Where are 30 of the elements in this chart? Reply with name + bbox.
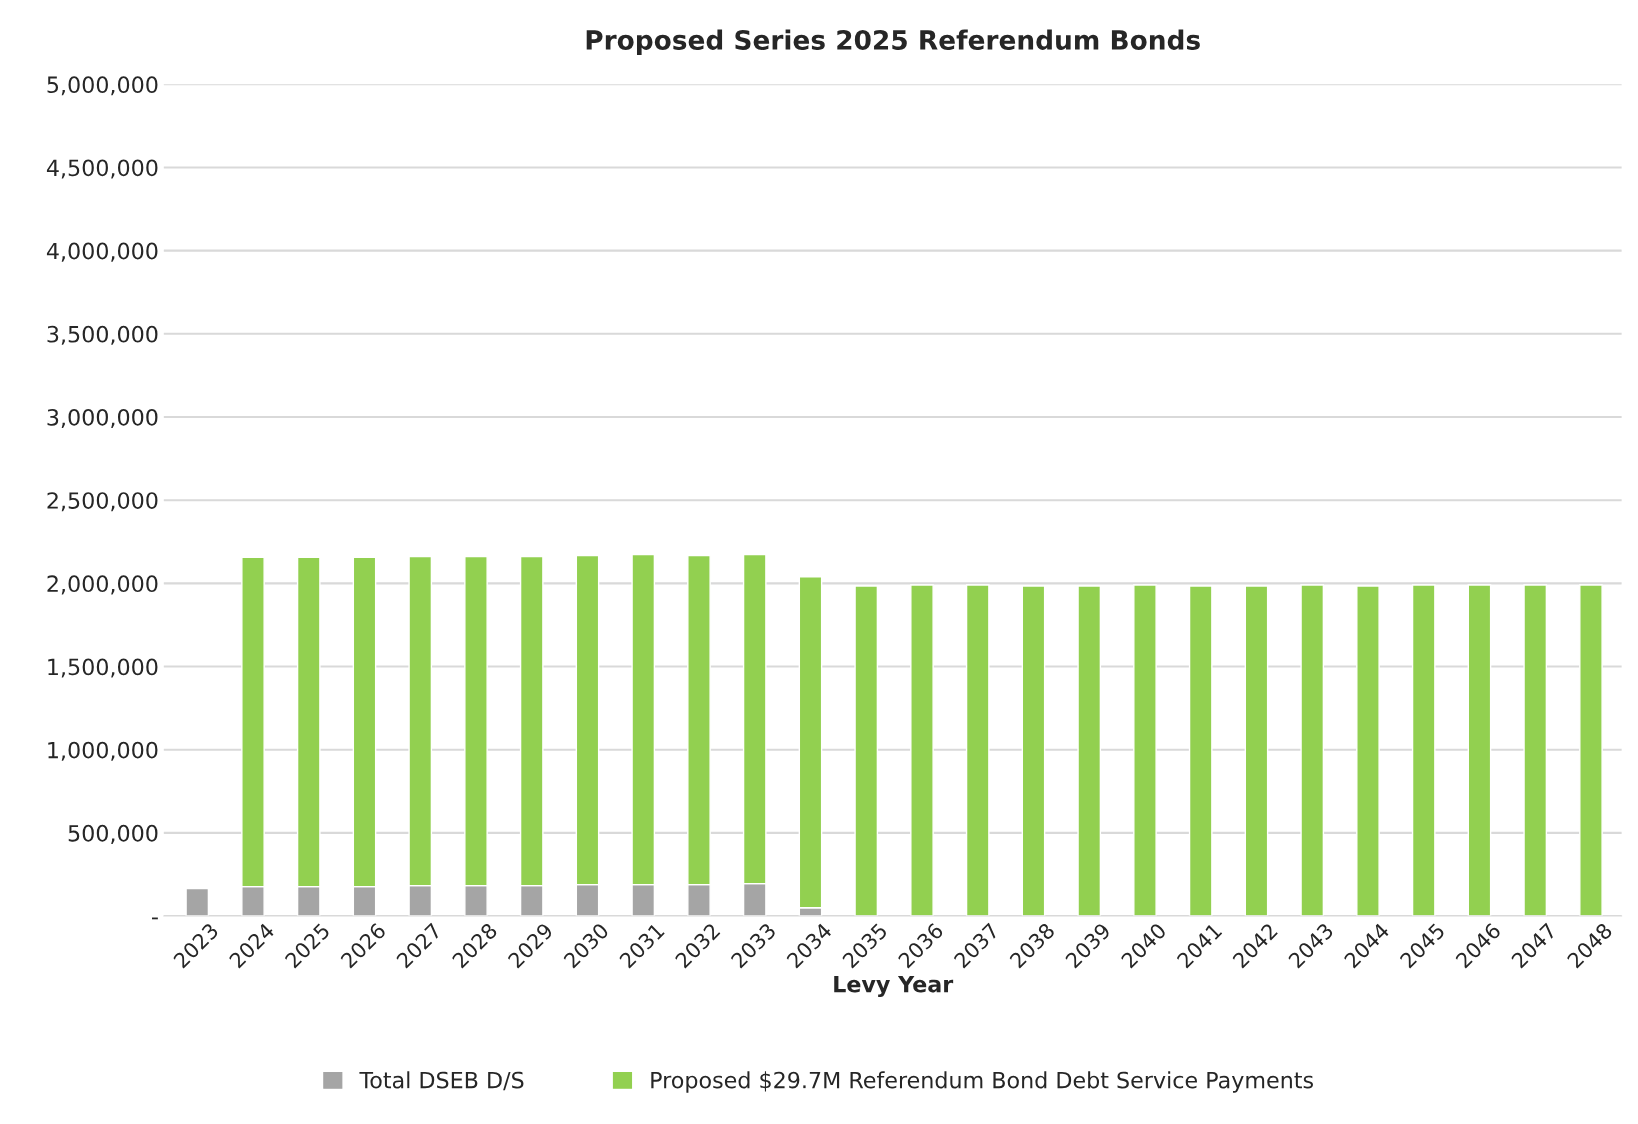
y-tick-label: 3,500,000: [47, 325, 158, 345]
bar: [1133, 584, 1157, 917]
bar: [1077, 585, 1102, 917]
legend-label: Proposed $29.7M Referendum Bond Debt Service Payments: [651, 1071, 1313, 1093]
y-tick-label: -: [152, 917, 158, 920]
bar: [1467, 584, 1492, 917]
y-tick-label: 4,000,000: [46, 242, 158, 262]
bar: [1188, 585, 1213, 917]
bar: [185, 887, 210, 917]
legend-label: Total DSEB D/S: [359, 1071, 524, 1091]
y-tick-label: 3,000,000: [47, 408, 158, 429]
bar: [1579, 584, 1603, 917]
bar: [854, 585, 879, 917]
y-tick-label: 4,500,000: [46, 159, 158, 179]
bar: [1021, 585, 1046, 917]
y-tick-label: 500,000: [68, 824, 158, 844]
chart-title: Proposed Series 2025 Referendum Bonds: [586, 29, 1200, 56]
bar: [1411, 584, 1436, 917]
y-tick-label: 2,500,000: [47, 492, 158, 512]
x-axis-title: Levy Year: [834, 975, 954, 997]
bar: [1300, 584, 1325, 917]
bar: [1244, 585, 1269, 917]
y-tick-label: 2,000,000: [47, 575, 158, 595]
bar: [965, 584, 990, 917]
bar: [1523, 584, 1548, 917]
y-tick-label: 5,000,000: [47, 76, 158, 96]
y-tick-label: 1,500,000: [48, 658, 158, 678]
bar: [910, 584, 934, 917]
y-tick-label: 1,000,000: [48, 741, 158, 761]
bar: [1356, 585, 1380, 917]
